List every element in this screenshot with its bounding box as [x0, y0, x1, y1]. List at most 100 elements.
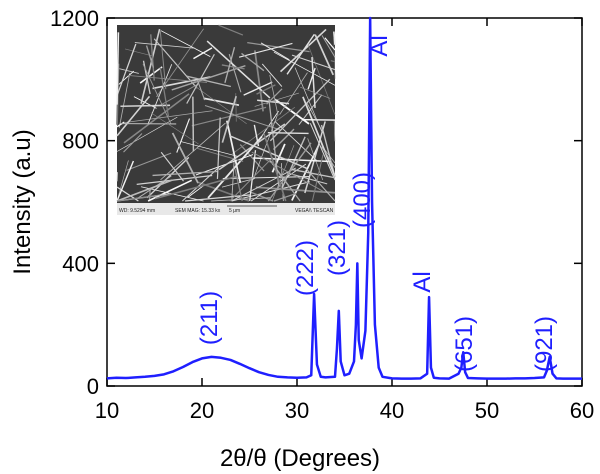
x-tick-label: 10	[95, 398, 119, 423]
fiber	[194, 85, 247, 125]
fiber	[182, 166, 220, 202]
fiber	[229, 156, 274, 202]
fiber	[306, 102, 324, 134]
fiber	[150, 112, 199, 145]
fiber	[159, 67, 170, 118]
x-tick-label: 40	[380, 398, 404, 423]
y-tick-label: 400	[62, 251, 99, 276]
fiber	[231, 167, 296, 202]
fiber	[160, 151, 184, 182]
x-tick-label: 20	[190, 398, 214, 423]
fiber	[256, 84, 276, 95]
peak-annotation: (321)	[324, 220, 351, 276]
fiber	[145, 45, 155, 68]
fiber	[226, 120, 242, 184]
y-tick-label: 800	[62, 129, 99, 154]
fiber	[192, 96, 195, 152]
fiber	[309, 123, 336, 181]
fiber	[116, 43, 137, 96]
fiber	[116, 160, 135, 202]
fiber	[254, 92, 299, 107]
x-tick-label: 50	[475, 398, 499, 423]
fiber	[211, 197, 271, 202]
fiber	[142, 63, 172, 124]
fiber	[286, 33, 315, 75]
fiber	[291, 168, 336, 179]
x-tick-label: 30	[285, 398, 309, 423]
fiber	[300, 86, 331, 99]
fiber	[260, 42, 290, 61]
fiber	[330, 60, 336, 63]
fiber	[119, 68, 139, 74]
fiber	[118, 73, 131, 128]
fiber	[307, 67, 316, 90]
fiber	[269, 74, 279, 116]
fiber	[304, 121, 326, 194]
fiber	[116, 160, 129, 202]
inset-label: SEM MAG: 15.33 kx	[175, 208, 221, 214]
fiber	[120, 104, 171, 108]
peak-annotation: (222)	[292, 240, 319, 296]
fiber	[147, 179, 193, 202]
fiber	[243, 81, 273, 96]
fiber	[197, 80, 206, 101]
fiber	[255, 186, 336, 194]
peak-annotation: (651)	[451, 316, 478, 372]
peak-annotation: Al	[409, 271, 436, 292]
fiber	[186, 75, 231, 88]
fiber	[123, 133, 143, 153]
plot-frame	[106, 17, 583, 387]
fiber	[221, 64, 245, 70]
inset-info-bar	[117, 203, 335, 215]
fiber	[311, 154, 324, 202]
fiber	[252, 115, 278, 180]
fiber	[320, 124, 336, 178]
fiber	[333, 38, 336, 79]
fiber	[147, 64, 173, 124]
fiber	[218, 24, 244, 36]
y-tick-label: 0	[87, 374, 99, 399]
fiber	[321, 35, 336, 58]
fiber	[196, 147, 244, 162]
fiber	[253, 157, 331, 163]
fiber	[116, 95, 151, 137]
fiber	[257, 99, 290, 105]
fiber	[229, 135, 308, 170]
fiber	[154, 175, 237, 200]
inset-label: WD: 9.5294 mm	[119, 208, 155, 214]
fiber	[218, 123, 286, 171]
fiber	[185, 194, 251, 202]
fiber	[134, 42, 196, 49]
fiber	[153, 38, 198, 89]
fiber	[239, 144, 265, 172]
fiber	[136, 174, 213, 186]
fiber	[231, 157, 235, 202]
fiber	[263, 133, 287, 202]
fiber	[324, 37, 336, 51]
fiber	[160, 122, 226, 181]
fiber	[116, 70, 135, 87]
data-line	[106, 16, 582, 380]
fiber	[124, 48, 152, 57]
fiber	[160, 30, 211, 57]
inset-fibers	[116, 24, 336, 202]
fiber	[116, 179, 173, 202]
fiber	[234, 168, 243, 202]
fiber	[267, 142, 312, 202]
fiber	[191, 106, 267, 127]
fiber	[302, 96, 336, 177]
fiber	[204, 105, 281, 131]
fiber	[333, 31, 336, 45]
fiber	[180, 141, 239, 157]
fiber	[333, 120, 336, 142]
fiber	[195, 154, 254, 176]
fiber	[277, 170, 301, 202]
fiber	[232, 106, 296, 155]
fiber	[221, 95, 237, 143]
fiber	[279, 72, 308, 115]
fiber	[224, 46, 236, 83]
fiber	[311, 57, 316, 108]
fiber	[146, 156, 190, 199]
